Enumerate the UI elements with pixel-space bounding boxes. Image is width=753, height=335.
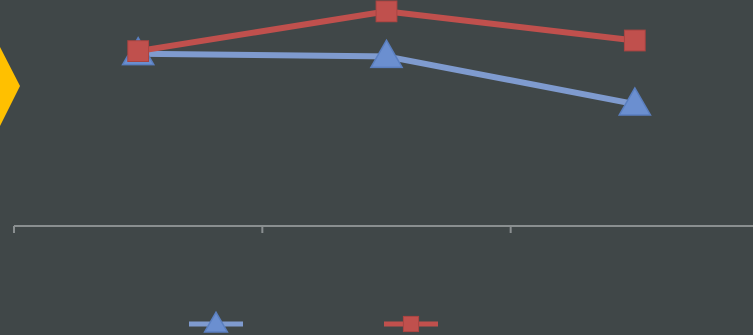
- series-2: [127, 0, 646, 62]
- data-point: [617, 86, 652, 116]
- data-point: [375, 0, 398, 23]
- legend-swatch-marker: [402, 315, 420, 333]
- decorative-chevron-shape: [0, 47, 20, 126]
- legend: [189, 310, 438, 333]
- legend-swatch-marker: [203, 310, 229, 333]
- data-point: [127, 40, 150, 62]
- data-point: [369, 38, 404, 69]
- data-point: [623, 29, 646, 52]
- series-1: [121, 36, 652, 116]
- legend-item: [384, 315, 438, 333]
- series-layer: [121, 0, 652, 116]
- x-axis: [13, 225, 753, 233]
- legend-item: [189, 310, 243, 333]
